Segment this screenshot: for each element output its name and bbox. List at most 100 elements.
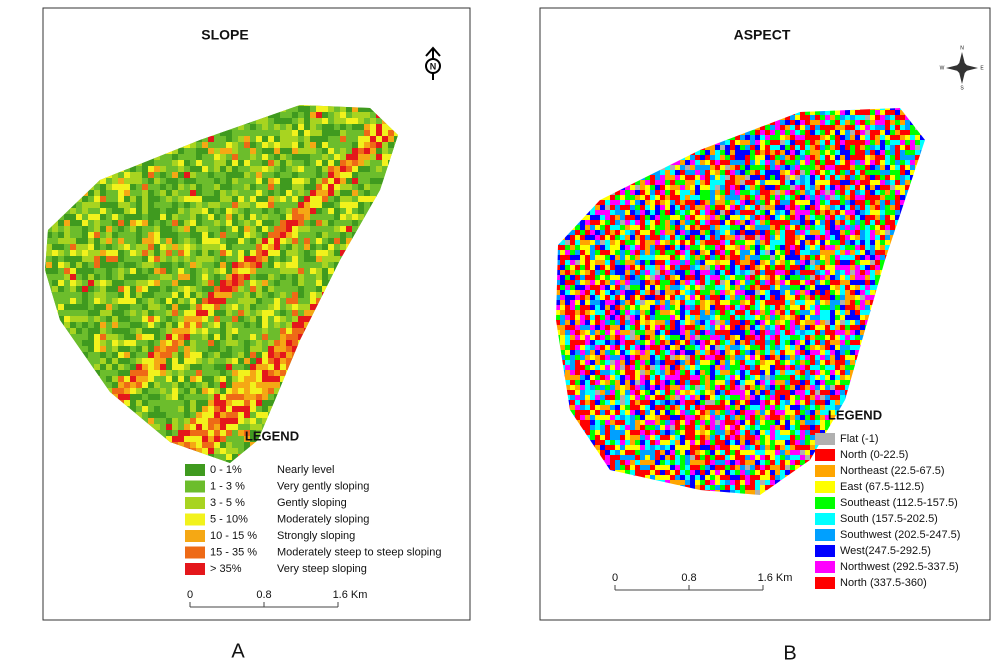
map-cell	[322, 226, 328, 232]
map-cell	[136, 340, 142, 346]
map-cell	[250, 292, 256, 298]
map-cell	[208, 334, 214, 340]
map-cell	[610, 305, 615, 310]
map-cell	[166, 316, 172, 322]
map-cell	[585, 215, 590, 220]
map-cell	[226, 388, 232, 394]
map-cell	[142, 388, 148, 394]
map-cell	[220, 364, 226, 370]
map-cell	[232, 388, 238, 394]
map-cell	[196, 250, 202, 256]
map-cell	[316, 112, 322, 118]
map-cell	[106, 286, 112, 292]
map-cell	[130, 184, 136, 190]
map-cell	[106, 370, 112, 376]
map-cell	[244, 124, 250, 130]
map-cell	[154, 262, 160, 268]
map-cell	[250, 400, 256, 406]
map-cell	[310, 262, 316, 268]
map-cell	[136, 400, 142, 406]
map-cell	[565, 245, 570, 250]
map-cell	[184, 184, 190, 190]
map-cell	[112, 310, 118, 316]
map-cell	[268, 214, 274, 220]
map-cell	[118, 292, 124, 298]
map-cell	[304, 292, 310, 298]
map-cell	[58, 304, 64, 310]
map-cell	[58, 220, 64, 226]
map-cell	[94, 316, 100, 322]
map-cell	[286, 286, 292, 292]
map-cell	[244, 328, 250, 334]
map-cell	[298, 142, 304, 148]
map-cell	[166, 208, 172, 214]
map-cell	[220, 274, 226, 280]
map-cell	[580, 325, 585, 330]
map-cell	[202, 196, 208, 202]
map-cell	[615, 325, 620, 330]
map-cell	[615, 355, 620, 360]
map-cell	[600, 445, 605, 450]
map-cell	[142, 334, 148, 340]
map-cell	[76, 310, 82, 316]
map-cell	[595, 395, 600, 400]
map-cell	[575, 410, 580, 415]
map-cell	[172, 364, 178, 370]
map-cell	[202, 400, 208, 406]
map-cell	[208, 202, 214, 208]
map-cell	[76, 304, 82, 310]
map-cell	[100, 298, 106, 304]
map-cell	[590, 320, 595, 325]
map-cell	[595, 375, 600, 380]
map-cell	[196, 268, 202, 274]
map-cell	[274, 160, 280, 166]
map-cell	[184, 436, 190, 442]
map-cell	[286, 142, 292, 148]
map-cell	[590, 370, 595, 375]
map-cell	[316, 220, 322, 226]
map-cell	[328, 196, 334, 202]
map-cell	[154, 364, 160, 370]
map-cell	[94, 238, 100, 244]
map-cell	[232, 382, 238, 388]
map-cell	[334, 202, 340, 208]
map-cell	[106, 316, 112, 322]
map-cell	[172, 436, 178, 442]
map-cell	[214, 208, 220, 214]
map-cell	[250, 376, 256, 382]
map-cell	[148, 172, 154, 178]
map-cell	[232, 208, 238, 214]
map-cell	[112, 316, 118, 322]
map-cell	[322, 148, 328, 154]
map-cell	[100, 334, 106, 340]
map-cell	[605, 415, 610, 420]
map-cell	[208, 262, 214, 268]
map-cell	[220, 340, 226, 346]
map-cell	[600, 250, 605, 255]
map-cell	[154, 160, 160, 166]
map-cell	[250, 256, 256, 262]
map-cell	[298, 298, 304, 304]
map-cell	[118, 340, 124, 346]
map-cell	[124, 202, 130, 208]
map-cell	[64, 250, 70, 256]
map-cell	[202, 160, 208, 166]
map-cell	[190, 244, 196, 250]
map-cell	[172, 352, 178, 358]
map-cell	[292, 316, 298, 322]
map-cell	[208, 220, 214, 226]
map-cell	[376, 148, 382, 154]
map-cell	[580, 395, 585, 400]
map-cell	[322, 172, 328, 178]
map-cell	[142, 394, 148, 400]
map-cell	[262, 142, 268, 148]
map-cell	[298, 160, 304, 166]
map-cell	[244, 250, 250, 256]
map-cell	[226, 412, 232, 418]
map-cell	[226, 328, 232, 334]
map-cell	[226, 274, 232, 280]
map-cell	[340, 220, 346, 226]
map-cell	[565, 370, 570, 375]
map-cell	[328, 178, 334, 184]
map-cell	[232, 334, 238, 340]
